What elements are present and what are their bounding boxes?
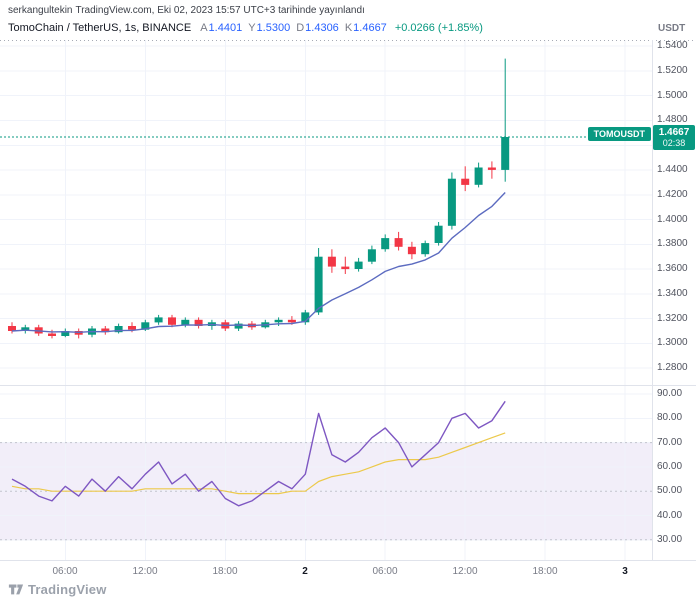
price-tick-label: 1.5400 [657, 40, 688, 51]
price-tick-label: 1.4400 [657, 164, 688, 175]
last-price-value: 1.4667 [658, 127, 690, 138]
time-tick-label: 12:00 [132, 566, 158, 577]
bar-countdown: 02:38 [662, 138, 686, 148]
time-tick-label: 18:00 [532, 566, 558, 577]
attribution-text: TradingView.com, Eki 02, 2023 15:57 UTC+… [75, 5, 365, 16]
rsi-tick-label: 70.00 [657, 437, 683, 448]
tradingview-logo-icon [8, 584, 24, 595]
rsi-tick-label: 90.00 [657, 388, 683, 399]
ohlc-high: Y1.5300 [248, 22, 290, 34]
ohlc-open: A1.4401 [200, 22, 242, 34]
high-value: 1.5300 [256, 22, 291, 34]
price-tick-label: 1.3000 [657, 337, 688, 348]
close-label: K [344, 22, 353, 34]
low-label: D [296, 22, 305, 34]
price-tick-label: 1.4800 [657, 114, 688, 125]
close-value: 1.4667 [353, 22, 387, 34]
symbol-price-flag: TOMOUSDT [587, 127, 651, 141]
price-tick-label: 1.3800 [657, 238, 688, 249]
symbol-title[interactable]: TomoChain / TetherUS, 1s, BINANCE [8, 22, 192, 34]
open-label: A [200, 22, 208, 34]
price-tick-label: 1.3200 [657, 313, 688, 324]
chart-legend: TomoChain / TetherUS, 1s, BINANCE A1.440… [8, 22, 483, 34]
price-tick-label: 1.4200 [657, 189, 688, 200]
time-tick-label: 3 [622, 566, 628, 577]
attribution-author: serkangultekin [8, 5, 73, 16]
low-value: 1.4306 [305, 22, 339, 34]
rsi-tick-label: 60.00 [657, 461, 683, 472]
ohlc-low: D1.4306 [296, 22, 339, 34]
time-tick-label: 2 [302, 566, 308, 577]
price-tick-label: 1.5000 [657, 90, 688, 101]
tradingview-footer[interactable]: TradingView [8, 581, 107, 597]
price-tick-label: 1.3600 [657, 263, 688, 274]
currency-label: USDT [658, 23, 686, 34]
time-tick-label: 12:00 [452, 566, 478, 577]
rsi-tick-label: 30.00 [657, 534, 683, 545]
rsi-tick-label: 40.00 [657, 510, 683, 521]
attribution: serkangultekin TradingView.com, Eki 02, 2… [8, 5, 365, 16]
rsi-tick-label: 50.00 [657, 485, 683, 496]
last-price-badge: 1.4667 02:38 [653, 125, 695, 150]
open-value: 1.4401 [208, 22, 243, 34]
time-tick-label: 06:00 [372, 566, 398, 577]
price-tick-label: 1.2800 [657, 362, 688, 373]
price-change: +0.0266 (+1.85%) [394, 22, 483, 34]
ohlc-close: K1.4667 [345, 22, 387, 34]
time-axis[interactable] [0, 561, 696, 581]
price-tick-label: 1.4000 [657, 214, 688, 225]
time-tick-label: 06:00 [52, 566, 78, 577]
time-tick-label: 18:00 [212, 566, 238, 577]
price-tick-label: 1.5200 [657, 65, 688, 76]
rsi-tick-label: 80.00 [657, 412, 683, 423]
price-tick-label: 1.3400 [657, 288, 688, 299]
tradingview-logo-text: TradingView [28, 581, 107, 597]
high-label: Y [248, 22, 256, 34]
